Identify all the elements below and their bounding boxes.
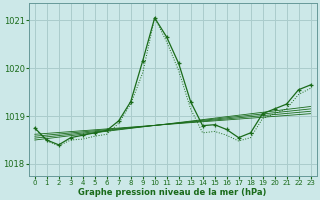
X-axis label: Graphe pression niveau de la mer (hPa): Graphe pression niveau de la mer (hPa) — [78, 188, 267, 197]
